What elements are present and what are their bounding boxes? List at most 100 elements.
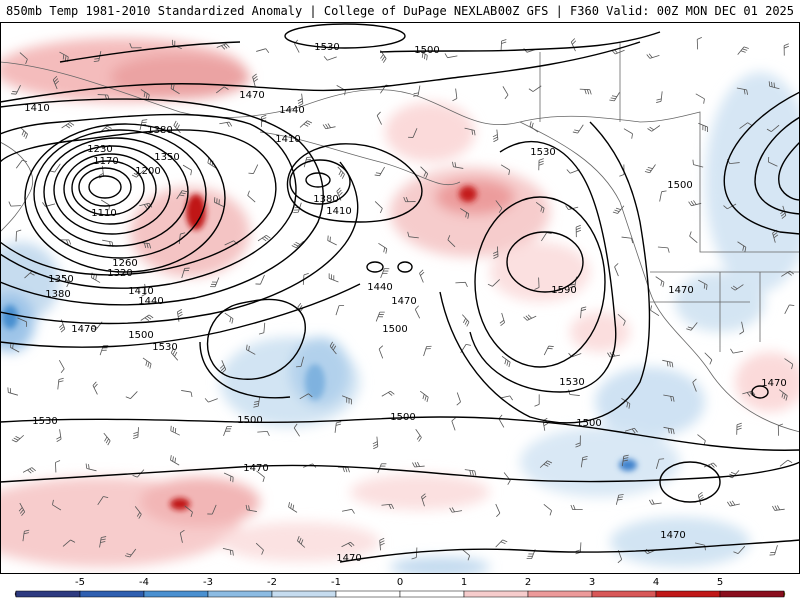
wind-barb — [737, 46, 745, 55]
wind-barb-flag — [469, 470, 472, 476]
wind-barb — [374, 201, 383, 209]
wind-barb — [447, 239, 456, 248]
colorbar-tick-label: -5 — [75, 577, 85, 588]
wind-barb-flag — [149, 363, 152, 369]
wind-barb — [219, 121, 230, 125]
wind-barb-flag — [133, 431, 139, 435]
colorbar-segment — [527, 590, 593, 598]
wind-barb-flag — [611, 95, 617, 98]
wind-barb-flag — [342, 467, 345, 473]
wind-barb-flag — [644, 171, 650, 174]
wind-barb-flag — [422, 394, 425, 400]
wind-barb-flag — [500, 322, 505, 326]
wind-barb — [727, 203, 737, 210]
wind-barb-flag — [508, 169, 511, 176]
wind-barb-flag — [407, 231, 410, 237]
wind-barb — [327, 240, 337, 246]
wind-barb — [698, 279, 708, 286]
colorbar-bar — [14, 590, 786, 598]
wind-barb-flag — [412, 462, 416, 468]
wind-barb-flag — [418, 437, 422, 442]
wind-barb — [211, 504, 217, 515]
contour-label: 1200 — [135, 166, 160, 177]
wind-barb — [329, 345, 337, 355]
wind-barb-flag — [780, 212, 786, 217]
wind-barb-flag — [787, 459, 793, 464]
wind-barb-flag — [375, 172, 381, 174]
wind-barb-flag — [697, 37, 702, 40]
wind-barb-flag — [332, 345, 337, 351]
wind-barb-flag — [59, 326, 65, 331]
contour-label: 1470 — [336, 553, 361, 564]
wind-barb — [579, 88, 590, 91]
wind-barb-flag — [56, 438, 62, 442]
wind-barb — [181, 390, 192, 393]
contour-label: 1500 — [128, 330, 153, 341]
wind-barb-flag — [746, 392, 751, 397]
wind-barb-flag — [547, 460, 553, 464]
wind-barb-flag — [538, 163, 544, 166]
wind-barb-flag — [744, 247, 747, 253]
wind-barb-flag — [736, 427, 742, 431]
wind-barb — [651, 125, 661, 132]
wind-barb-flag — [612, 211, 618, 214]
anomaly-shading — [0, 38, 800, 574]
wind-barb-flag — [426, 55, 428, 61]
wind-barb-flag — [496, 512, 501, 518]
wind-barb-flag — [88, 464, 90, 470]
wind-barb — [15, 159, 23, 169]
wind-barb-flag — [338, 192, 343, 197]
wind-barb-flag — [506, 360, 509, 366]
wind-barb-flag — [374, 174, 380, 177]
wind-barb-flag — [781, 215, 787, 219]
wind-barb-flag — [425, 173, 429, 179]
contour-label: 1500 — [576, 418, 601, 429]
wind-barb — [453, 166, 464, 169]
colorbar-tick-label: 0 — [397, 577, 403, 588]
wind-barb-flag — [671, 362, 674, 368]
colorbar-segment — [399, 590, 465, 598]
wind-barb-flag — [471, 129, 474, 135]
wind-barb-flag — [391, 504, 395, 509]
wind-barb — [617, 313, 626, 322]
wind-barb-flag — [253, 403, 259, 406]
wind-barb — [693, 164, 704, 168]
wind-barb-flag — [581, 306, 587, 309]
contour-label: 1230 — [87, 144, 112, 155]
wind-barb-flag — [144, 242, 147, 248]
wind-barb-flag — [424, 54, 426, 60]
wind-barb — [495, 503, 501, 514]
wind-barb — [178, 234, 181, 245]
wind-barb — [734, 284, 744, 291]
wind-barb-flag — [507, 480, 511, 485]
wind-barb-flag — [70, 539, 76, 543]
wind-barb-flag — [411, 557, 417, 560]
wind-barb-flag — [179, 194, 185, 197]
wind-barb-flag — [232, 550, 234, 556]
wind-barb-flag — [337, 189, 342, 194]
wind-barb-flag — [584, 89, 587, 95]
wind-barb — [419, 273, 424, 283]
wind-barb-flag — [253, 78, 259, 83]
wind-barb-flag — [24, 529, 30, 532]
wind-barb-flag — [589, 89, 592, 95]
contour-label: 1170 — [93, 156, 118, 167]
contour-label: 1440 — [138, 296, 163, 307]
wind-barb-flag — [570, 283, 576, 286]
wind-barb-flag — [125, 396, 131, 400]
wind-barb — [381, 503, 392, 506]
wind-barb-flag — [174, 457, 177, 463]
wind-barb-flag — [414, 462, 418, 467]
wind-barb-flag — [261, 237, 267, 242]
wind-barb — [782, 205, 787, 216]
wind-barb-flag — [534, 404, 540, 407]
colorbar-segment — [655, 590, 721, 598]
wind-barb — [495, 200, 503, 209]
wind-barb-flag — [746, 89, 748, 95]
wind-barb-flag — [262, 477, 265, 483]
wind-barb-flag — [566, 169, 571, 174]
wind-barb-flag — [739, 331, 744, 335]
wind-barb-flag — [447, 235, 451, 240]
wind-barb — [455, 88, 458, 99]
wind-barb — [420, 166, 428, 174]
